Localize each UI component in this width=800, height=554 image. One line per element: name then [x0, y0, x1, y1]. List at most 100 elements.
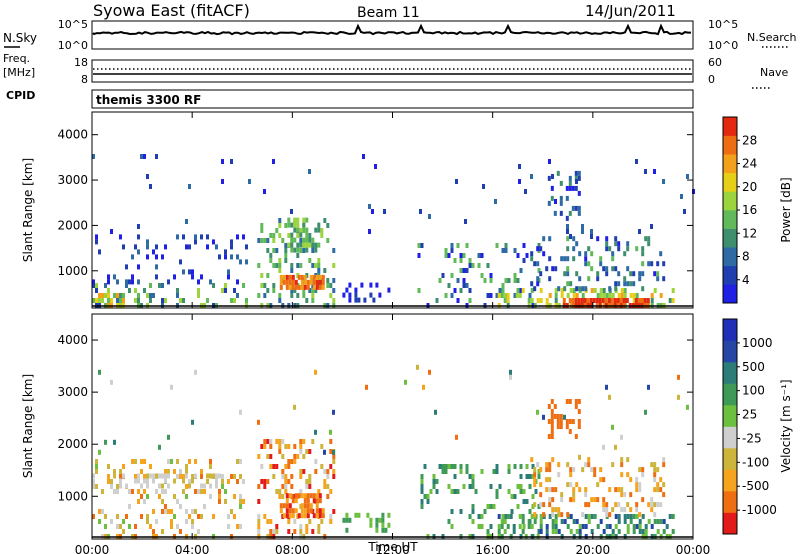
velocity-cell: [206, 473, 209, 479]
velocity-cell: [641, 529, 645, 534]
velocity-cell: [287, 519, 291, 524]
power-cell: [221, 288, 224, 293]
power-cell: [374, 164, 377, 169]
velocity-cell: [152, 478, 155, 484]
velocity-cell: [530, 524, 534, 529]
velocity-cell: [569, 497, 573, 503]
velocity-cell: [119, 483, 122, 489]
velocity-cell: [557, 507, 561, 513]
velocity-cell: [342, 517, 346, 523]
velocity-cell: [170, 384, 173, 390]
velocity-cell: [420, 499, 424, 504]
velocity-colorbar-label: Velocity [m s⁻¹]: [779, 379, 793, 472]
power-cell: [462, 278, 466, 283]
velocity-cell: [629, 492, 633, 498]
power-cell: [305, 298, 309, 303]
velocity-cell: [468, 484, 472, 489]
power-cell: [450, 273, 454, 278]
power-cell: [602, 288, 606, 293]
power-cell: [290, 237, 294, 243]
velocity-cell: [653, 462, 657, 468]
power-cell: [530, 174, 533, 179]
power-cell: [297, 284, 301, 290]
power-cell: [176, 293, 179, 298]
velocity-cell: [471, 484, 475, 489]
velocity-cell: [545, 477, 549, 483]
power-cell: [101, 298, 104, 303]
velocity-cell: [305, 479, 309, 484]
velocity-cell: [278, 444, 282, 449]
power-colorbar-tick-label: 28: [742, 133, 757, 147]
power-cell: [311, 263, 315, 268]
power-cell: [275, 248, 279, 253]
power-cell: [206, 298, 209, 303]
velocity-cell: [315, 498, 319, 504]
velocity-cell: [572, 487, 576, 493]
velocity-cell: [110, 484, 113, 489]
power-cell: [577, 205, 581, 211]
velocity-cell: [492, 504, 496, 509]
power-cell: [161, 298, 164, 303]
velocity-cell: [182, 478, 185, 484]
power-cell: [450, 243, 454, 248]
velocity-cell: [287, 459, 291, 464]
power-cell: [149, 293, 152, 298]
power-cluster-6: [342, 282, 391, 303]
power-cell: [568, 185, 572, 191]
velocity-cell: [465, 464, 469, 469]
power-cell: [559, 200, 563, 206]
power-cell: [287, 222, 291, 228]
power-cell: [291, 274, 295, 280]
power-cell: [300, 274, 304, 280]
velocity-cell: [285, 513, 289, 519]
velocity-cell: [590, 529, 594, 534]
power-cell: [161, 283, 164, 288]
power-cell: [303, 279, 307, 285]
velocity-cell: [113, 473, 116, 479]
power-cell: [583, 298, 587, 303]
power-cell: [278, 223, 282, 228]
velocity-cell: [306, 493, 310, 499]
power-cell: [179, 259, 182, 265]
velocity-cell: [137, 478, 140, 484]
velocity-cluster-9: [98, 364, 689, 460]
velocity-cell: [134, 474, 137, 479]
velocity-cell: [548, 467, 552, 473]
velocity-cell: [209, 483, 212, 489]
velocity-cell: [531, 474, 535, 479]
velocity-cell: [545, 462, 549, 468]
velocity-cell: [489, 524, 493, 529]
velocity-cell: [188, 514, 191, 519]
velocity-cell: [185, 494, 188, 499]
power-cell: [279, 274, 283, 280]
velocity-cell: [644, 524, 648, 529]
velocity-cell: [152, 473, 155, 479]
power-cell: [242, 234, 245, 240]
velocity-cell: [164, 489, 167, 494]
power-cell: [548, 276, 552, 282]
velocity-cell: [650, 507, 654, 513]
velocity-cell: [167, 459, 170, 464]
velocity-cell: [119, 474, 122, 479]
velocity-cell: [647, 502, 651, 508]
noise-right-tick-bottom: 10^0: [708, 39, 738, 52]
power-cell: [233, 288, 236, 293]
velocity-cell: [565, 399, 569, 404]
power-cell: [626, 281, 630, 287]
power-colorbar-label: Power [dB]: [779, 177, 793, 242]
velocity-cell: [387, 512, 391, 518]
velocity-cell: [92, 484, 95, 489]
velocity-cell: [554, 524, 558, 529]
velocity-cell: [152, 529, 155, 534]
velocity-cell: [605, 512, 609, 518]
velocity-cell: [239, 459, 242, 464]
velocity-cell: [107, 464, 110, 469]
power-cell: [574, 298, 578, 303]
velocity-cell: [191, 474, 194, 479]
power-cell: [504, 248, 508, 253]
velocity-cell: [668, 514, 672, 519]
power-cell: [269, 258, 273, 263]
velocity-cell: [527, 519, 531, 524]
velocity-cell: [311, 529, 315, 534]
velocity-cluster-3: [279, 493, 325, 519]
